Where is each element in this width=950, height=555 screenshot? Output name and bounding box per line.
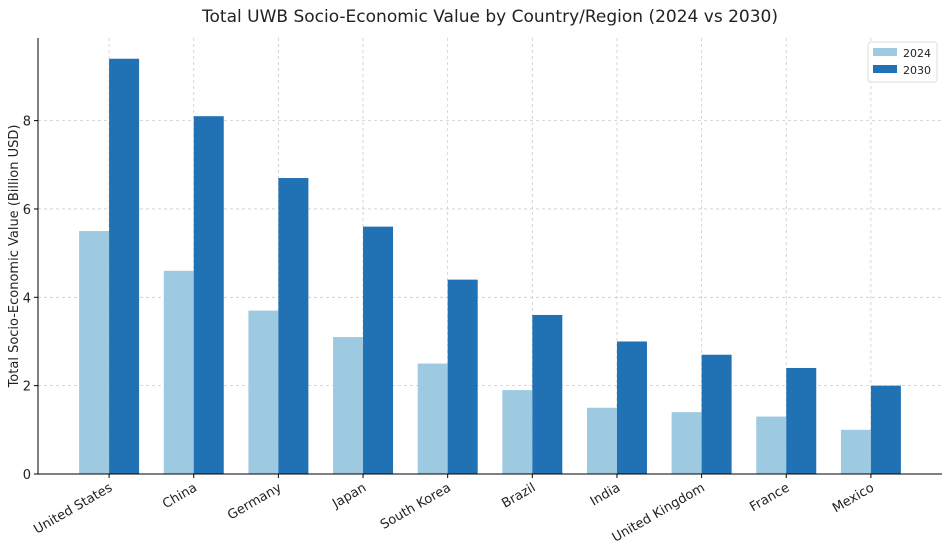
- bar-2024-south-korea: [417, 363, 448, 474]
- bar-2024-brazil: [502, 390, 533, 474]
- bar-2030-france: [786, 367, 817, 474]
- y-tick-label: 2: [23, 380, 31, 395]
- bar-2030-india: [616, 341, 647, 474]
- bar-2030-united-kingdom: [701, 354, 732, 474]
- y-tick-label: 6: [23, 203, 31, 218]
- chart-title: Total UWB Socio-Economic Value by Countr…: [201, 7, 778, 27]
- legend-swatch: [873, 65, 897, 73]
- legend-label: 2024: [903, 47, 931, 60]
- bar-2030-united-states: [109, 58, 140, 475]
- bar-2024-china: [163, 270, 194, 474]
- bar-2030-south-korea: [447, 279, 478, 474]
- bar-2024-india: [586, 407, 617, 474]
- bar-2024-japan: [333, 337, 364, 474]
- x-tick-label: Japan: [329, 480, 369, 512]
- legend: 2024 2030: [867, 41, 938, 83]
- bar-2030-japan: [363, 226, 394, 474]
- bar-2024-germany: [248, 310, 279, 474]
- x-tick-label: United Kingdom: [610, 480, 708, 545]
- x-tick-label: China: [160, 480, 200, 512]
- bar-2024-france: [756, 416, 787, 474]
- x-tick-label: India: [588, 480, 623, 509]
- bar-2024-mexico: [840, 429, 871, 474]
- y-tick-label: 0: [23, 468, 31, 483]
- x-tick-label: Germany: [225, 480, 285, 523]
- bar-2030-mexico: [870, 385, 901, 474]
- x-tick-label: South Korea: [378, 480, 454, 532]
- bar-2024-united-kingdom: [671, 412, 702, 474]
- x-tick-label: Brazil: [499, 480, 538, 511]
- bar-2030-brazil: [532, 314, 563, 474]
- x-tick-label: France: [747, 480, 792, 515]
- legend-label: 2030: [903, 64, 931, 77]
- y-tick-label: 4: [23, 291, 31, 306]
- bar-2024-united-states: [79, 231, 110, 474]
- y-axis-label: Total Socio-Economic Value (Billion USD): [7, 125, 22, 389]
- x-tick-label: United States: [31, 480, 115, 537]
- legend-swatch: [873, 48, 897, 56]
- x-tick-label: Mexico: [830, 480, 877, 516]
- bar-2030-germany: [278, 178, 309, 475]
- y-tick-label: 8: [23, 115, 31, 130]
- bar-2030-china: [193, 116, 224, 474]
